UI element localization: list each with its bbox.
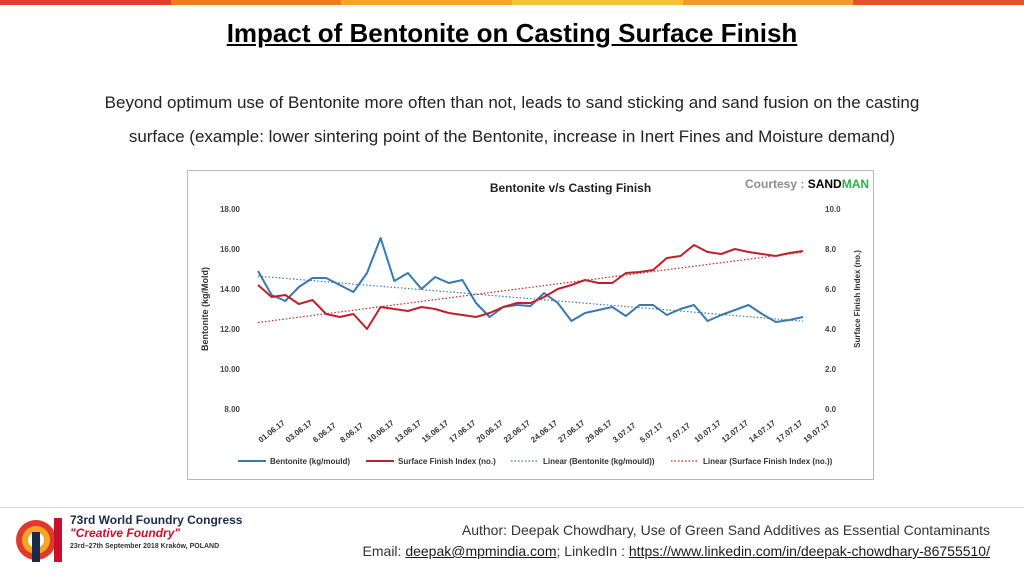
y2-tick-label: 2.0	[825, 365, 837, 374]
x-tick-label: 3.07.17	[611, 421, 638, 445]
y2-axis-label: Surface Finish Index (no.)	[853, 250, 862, 348]
x-tick-label: 12.07.17	[720, 418, 751, 445]
x-tick-label: 7.07.17	[665, 421, 692, 445]
y2-tick-label: 4.0	[825, 325, 837, 334]
y-tick-label: 14.00	[220, 285, 241, 294]
x-tick-label: 22.06.17	[502, 418, 533, 445]
top-bar-segment	[341, 0, 513, 5]
y2-tick-label: 8.0	[825, 245, 837, 254]
x-tick-label: 6.06.17	[311, 421, 338, 445]
y2-tick-label: 6.0	[825, 285, 837, 294]
y-tick-label: 16.00	[220, 245, 241, 254]
y-tick-label: 10.00	[220, 365, 241, 374]
slide-title: Impact of Bentonite on Casting Surface F…	[226, 18, 798, 48]
legend-label: Linear (Surface Finish Index (no.))	[703, 457, 833, 466]
legend-label: Linear (Bentonite (kg/mould))	[543, 457, 655, 466]
top-bar-segment	[170, 0, 342, 5]
x-tick-label: 27.06.17	[556, 418, 587, 445]
linkedin-label: ; LinkedIn :	[556, 543, 626, 559]
congress-title: 73rd World Foundry Congress	[70, 513, 243, 527]
y-tick-label: 8.00	[224, 405, 240, 414]
congress-dates: 23rd–27th September 2018 Kraków, POLAND	[70, 543, 220, 550]
author-block: Author: Deepak Chowdhary, Use of Green S…	[363, 520, 990, 562]
top-color-bar	[0, 0, 1024, 5]
x-tick-label: 10.06.17	[366, 418, 397, 445]
courtesy-note: Courtesy : SANDMAN	[745, 177, 869, 191]
y-tick-label: 18.00	[220, 205, 241, 214]
y2-tick-label: 10.0	[825, 205, 841, 214]
congress-subtitle: "Creative Foundry"	[70, 526, 181, 540]
x-tick-label: 8.06.17	[338, 421, 365, 445]
top-bar-segment	[512, 0, 683, 5]
x-tick-label: 20.06.17	[475, 418, 506, 445]
x-tick-label: 29.06.17	[584, 418, 615, 445]
contact-line: Email: deepak@mpmindia.com; LinkedIn : h…	[363, 541, 990, 562]
courtesy-brand-sand: SAND	[807, 177, 842, 191]
x-tick-label: 10.07.17	[693, 418, 724, 445]
linkedin-link[interactable]: https://www.linkedin.com/in/deepak-chowd…	[628, 543, 990, 559]
courtesy-label: Courtesy :	[745, 177, 805, 191]
author-line: Author: Deepak Chowdhary, Use of Green S…	[461, 522, 990, 538]
x-tick-label: 17.06.17	[447, 418, 478, 445]
top-bar-segment	[853, 0, 1024, 5]
chart-title: Bentonite v/s Casting Finish	[490, 181, 651, 195]
email-link[interactable]: deepak@mpmindia.com	[405, 543, 557, 559]
x-tick-label: 24.06.17	[529, 418, 560, 445]
y-tick-label: 12.00	[220, 325, 241, 334]
trendline-series-2	[257, 275, 804, 322]
x-tick-label: 19.07.17	[802, 418, 833, 445]
footer-divider	[0, 507, 1024, 508]
x-tick-label: 5.07.17	[638, 421, 665, 445]
x-tick-label: 15.06.17	[420, 418, 451, 445]
line-series-1	[257, 244, 804, 330]
x-tick-label: 14.07.17	[747, 418, 778, 445]
chart-svg: Bentonite v/s Casting Finish 18.00 16.00 14…	[200, 181, 862, 466]
chart-frame: Bentonite v/s Casting Finish 18.00 16.00 14…	[187, 170, 874, 480]
line-series-0	[257, 237, 804, 323]
legend-label: Surface Finish Index (no.)	[398, 457, 496, 466]
legend-label: Bentonite (kg/mould)	[270, 457, 350, 466]
x-tick-label: 17.07.17	[774, 418, 805, 445]
email-label: Email:	[362, 543, 402, 559]
y2-tick-label: 0.0	[825, 405, 837, 414]
slide-body-text: Beyond optimum use of Bentonite more oft…	[104, 93, 920, 146]
x-tick-label: 13.06.17	[393, 418, 424, 445]
congress-logo-icon	[16, 518, 62, 562]
y-axis-label: Bentonite (kg/Mold)	[200, 267, 210, 351]
courtesy-brand-man: MAN	[841, 177, 870, 191]
top-bar-segment	[682, 0, 854, 5]
x-tick-label: 01.06.17	[257, 418, 288, 445]
x-tick-label: 03.06.17	[284, 418, 315, 445]
trendline-series-3	[257, 251, 804, 324]
congress-text: 73rd World Foundry Congress "Creative Fo…	[70, 514, 242, 553]
top-bar-segment	[0, 0, 171, 5]
